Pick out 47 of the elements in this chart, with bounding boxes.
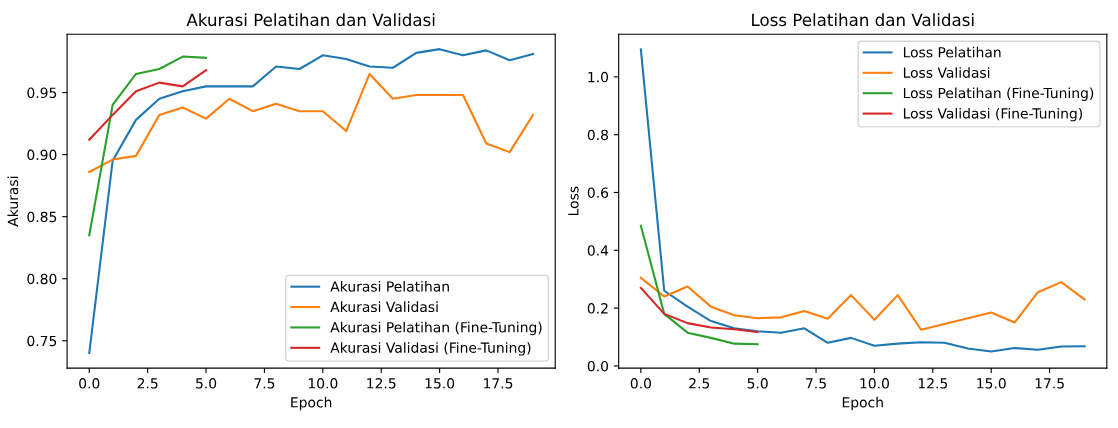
x-tick-label: 15.0: [977, 378, 1006, 389]
y-tick-label: 0.2: [587, 303, 608, 314]
y-tick-label: 0.80: [27, 273, 57, 285]
x-tick-label: 0.0: [79, 378, 100, 389]
x-axis-title: Epoch: [842, 396, 883, 411]
x-tick-label: 2.5: [689, 378, 710, 389]
y-tick-label: 0.95: [27, 87, 57, 99]
x-tick-label: 5.0: [747, 378, 768, 389]
x-tick-label: 17.5: [484, 378, 513, 389]
y-tick-label: 0.85: [27, 211, 57, 223]
legend-label: Akurasi Validasi: [330, 301, 438, 313]
y-tick-label: 0.75: [27, 335, 57, 347]
x-axis-title: Epoch: [291, 396, 332, 411]
legend-label: Loss Pelatihan: [903, 46, 1001, 58]
legend-label: Loss Validasi: [903, 67, 990, 78]
y-tick-label: 0.8: [587, 129, 609, 141]
y-axis-title: Akurasi: [7, 176, 19, 227]
legend-label: Loss Validasi (Fine-Tuning): [903, 107, 1082, 122]
chart-title: Loss Pelatihan dan Validasi: [752, 13, 974, 27]
chart-title: Akurasi Pelatihan dan Validasi: [186, 13, 435, 27]
legend-label: Loss Pelatihan (Fine-Tuning): [903, 87, 1094, 101]
x-tick-label: 15.0: [425, 378, 455, 389]
y-tick-label: 1.0: [588, 71, 609, 83]
y-tick-label: 0.90: [27, 149, 57, 161]
x-tick-label: 12.5: [918, 378, 948, 389]
y-tick-label: 0.6: [587, 187, 609, 198]
y-tick-label: 0.0: [587, 360, 609, 372]
y-axis-title: Loss: [568, 186, 579, 216]
legend-label: Akurasi Pelatihan (Fine-Tuning): [330, 321, 542, 336]
x-tick-label: 7.5: [806, 378, 826, 389]
y-tick-label: 0.4: [587, 245, 609, 256]
line-series: [88, 72, 535, 174]
x-tick-label: 2.5: [137, 378, 158, 389]
line-series: [639, 286, 759, 334]
x-tick-label: 17.5: [1035, 378, 1064, 389]
x-tick-label: 5.0: [196, 378, 217, 389]
legend-label: Akurasi Pelatihan: [330, 280, 449, 292]
x-tick-label: 12.5: [367, 378, 396, 389]
legend-label: Akurasi Validasi (Fine-Tuning): [330, 342, 531, 356]
x-tick-label: 0.0: [630, 378, 651, 389]
x-tick-label: 10.0: [860, 378, 889, 389]
line-series: [639, 224, 759, 346]
x-tick-label: 10.0: [308, 378, 338, 389]
x-tick-label: 7.5: [254, 378, 275, 389]
line-series: [88, 69, 208, 141]
line-series: [88, 55, 208, 237]
line-series: [639, 276, 1086, 331]
